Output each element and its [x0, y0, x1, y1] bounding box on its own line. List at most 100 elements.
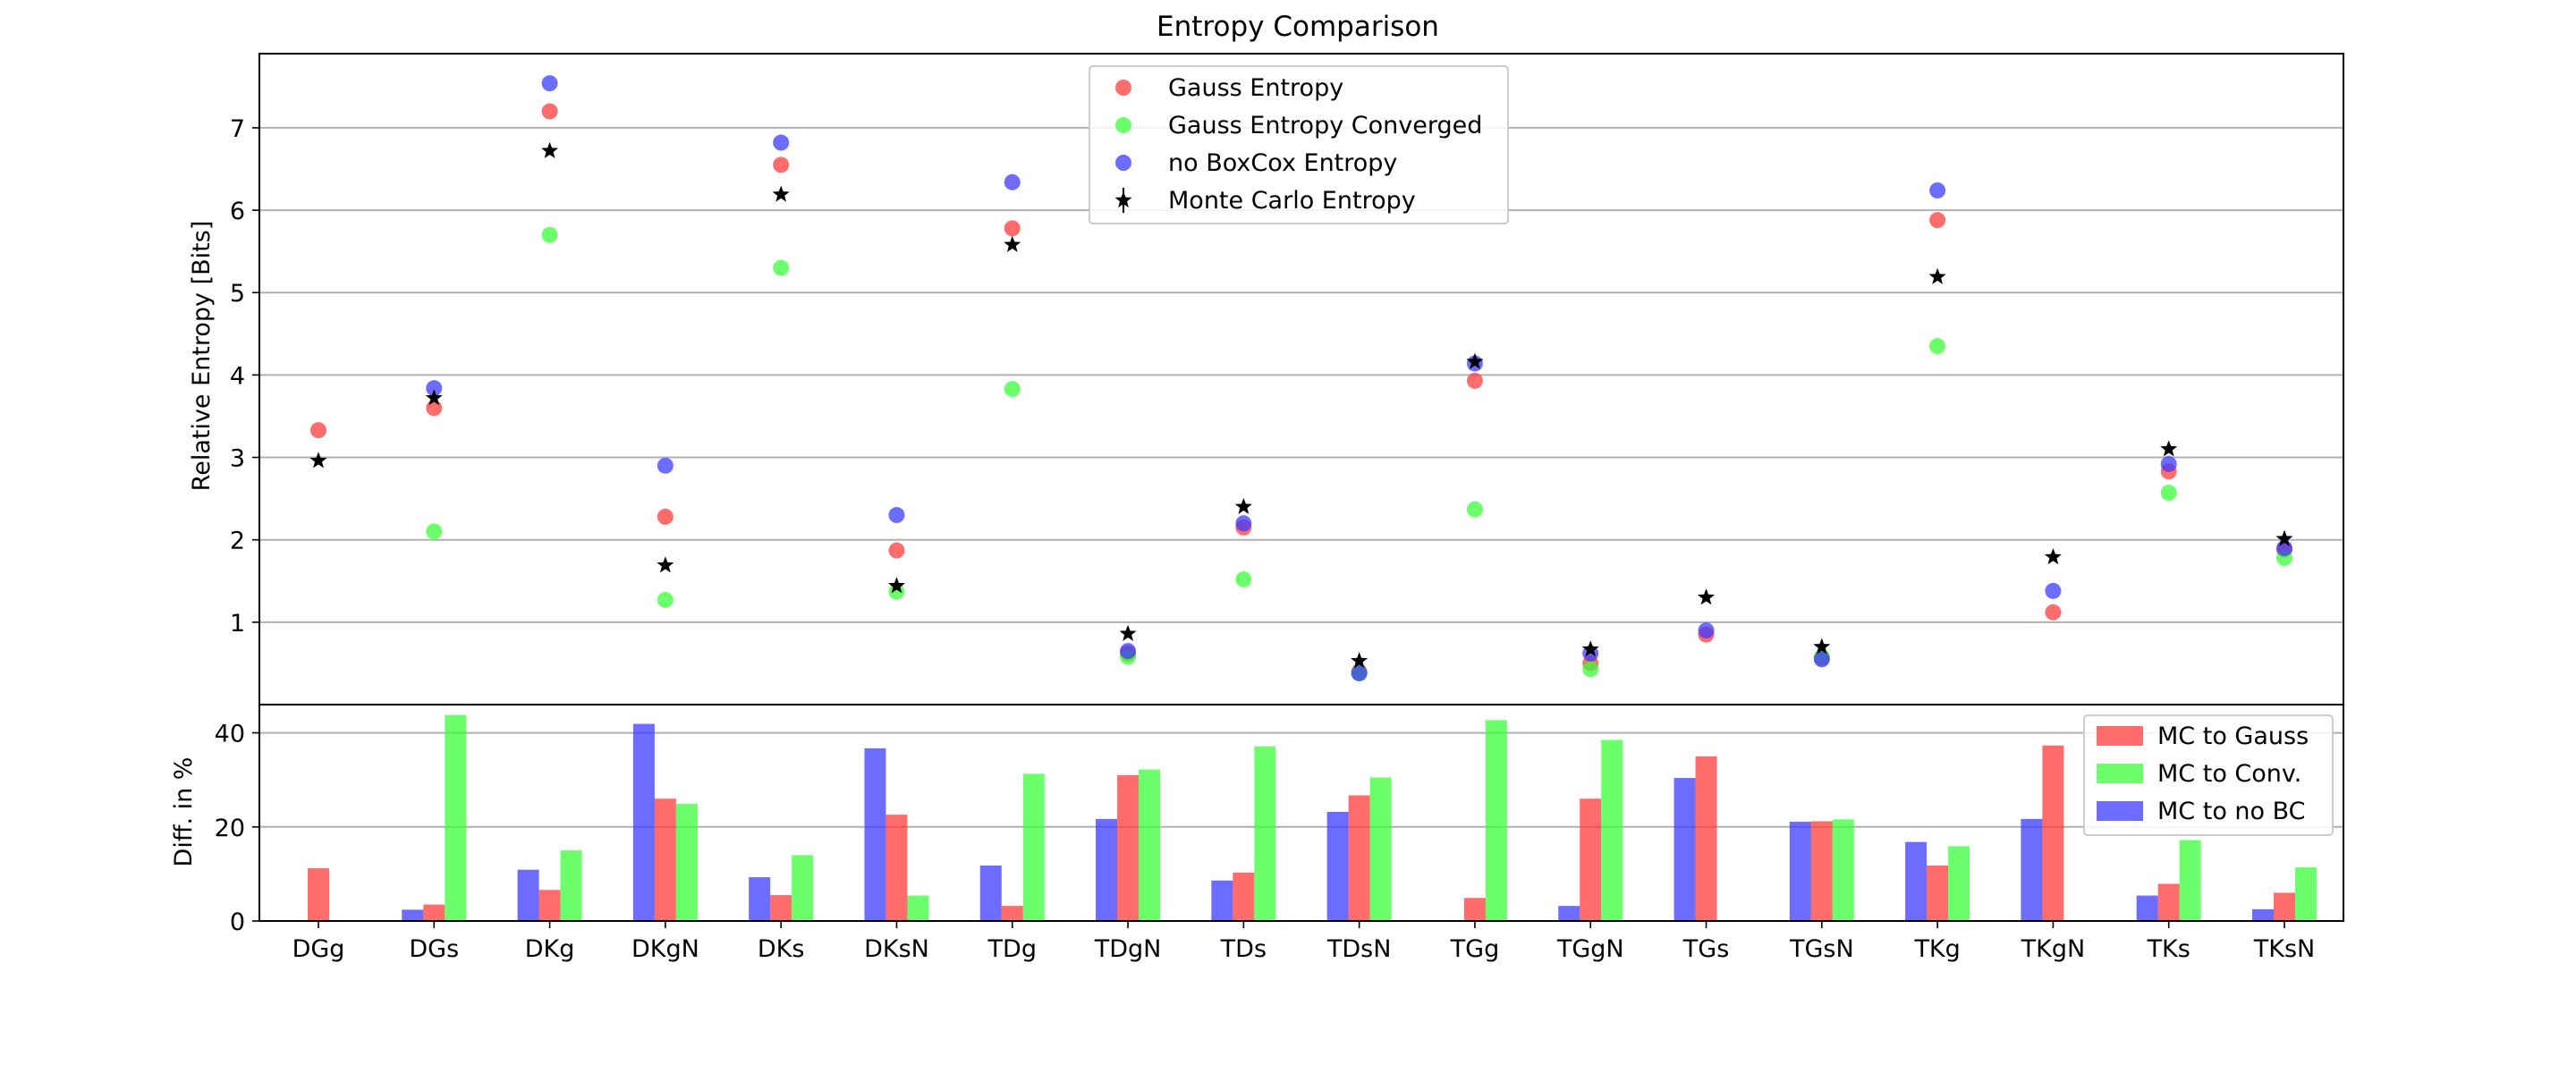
legend-label: MC to Conv.: [2157, 760, 2301, 788]
scatter-point: [2160, 485, 2177, 502]
diff-bar: [560, 850, 582, 921]
scatter-point: [888, 507, 905, 524]
scatter-point: [1813, 651, 1830, 668]
x-tick-label: DKsN: [864, 935, 929, 963]
scatter-point: [773, 156, 790, 173]
legend-label: Gauss Entropy Converged: [1168, 112, 1482, 139]
scatter-point: [1351, 664, 1368, 681]
diff-bar: [445, 714, 467, 921]
x-tick-label: TGgN: [1556, 935, 1624, 963]
diff-bar: [1348, 795, 1370, 921]
legend-label: MC to Gauss: [2157, 722, 2309, 750]
diff-bar: [907, 895, 929, 921]
diff-bar: [2179, 840, 2201, 921]
x-tick-label: TDg: [987, 935, 1037, 963]
monte-carlo-marker: [1466, 352, 1484, 369]
scatter-point: [310, 422, 326, 439]
diff-bar: [1558, 906, 1580, 921]
scatter-point: [1929, 338, 1946, 355]
scatter-point: [1004, 220, 1021, 237]
monte-carlo-marker: [1234, 497, 1252, 514]
legend-marker: [1115, 155, 1131, 171]
diff-bar: [632, 723, 655, 921]
scatter-point: [1698, 622, 1715, 639]
diff-bar: [2252, 908, 2274, 921]
x-tick-label: TGs: [1682, 935, 1729, 963]
top-y-tick-label: 7: [230, 115, 245, 143]
x-tick-label: DGs: [409, 935, 459, 963]
diff-bar: [864, 748, 886, 921]
legend-label: MC to no BC: [2157, 798, 2306, 825]
scatter-point: [2045, 604, 2062, 621]
monte-carlo-marker: [657, 556, 674, 573]
monte-carlo-marker: [772, 185, 790, 202]
legend-swatch: [2097, 726, 2143, 746]
diff-bar: [1001, 906, 1023, 921]
scatter-point: [773, 134, 790, 151]
monte-carlo-marker: [1119, 624, 1137, 641]
bottom-y-tick-label: 20: [215, 815, 245, 842]
x-tick-label: TKgN: [2021, 935, 2086, 963]
scatter-point: [541, 226, 558, 243]
monte-carlo-marker: [1004, 235, 1021, 252]
bottom-y-tick-label: 40: [215, 721, 245, 748]
monte-carlo-marker: [1813, 638, 1831, 655]
diff-bar: [886, 815, 908, 921]
diff-bar: [2021, 818, 2043, 921]
x-tick-label: TGg: [1450, 935, 1500, 963]
scatter-point: [1004, 381, 1021, 398]
scatter-point: [2045, 582, 2062, 599]
monte-carlo-marker: [309, 452, 327, 469]
diff-bar: [1927, 865, 1949, 921]
scatter-point: [657, 457, 674, 474]
monte-carlo-marker: [2160, 440, 2178, 457]
diff-bar: [517, 869, 539, 921]
diff-bar: [1832, 819, 1854, 921]
bottom-y-tick-label: 0: [230, 908, 245, 936]
x-tick-label: DGg: [292, 935, 345, 963]
scatter-point: [2160, 455, 2177, 472]
diff-bar: [1139, 769, 1161, 921]
monte-carlo-marker: [541, 141, 559, 158]
legend-marker: [1115, 117, 1131, 133]
legend-swatch: [2097, 801, 2143, 821]
diff-bar: [2042, 745, 2064, 921]
diff-bar: [1096, 818, 1118, 921]
scatter-point: [426, 523, 443, 540]
diff-bar: [1233, 872, 1255, 921]
x-tick-label: TDs: [1220, 935, 1267, 963]
scatter-point: [1929, 212, 1946, 229]
scatter-point: [426, 380, 443, 397]
legend-label: Monte Carlo Entropy: [1168, 187, 1416, 215]
legend-label: no BoxCox Entropy: [1168, 149, 1397, 177]
bottom-plot-frame: [258, 704, 2344, 922]
top-y-tick-label: 2: [230, 528, 245, 555]
diff-bar: [675, 804, 698, 921]
bottom-y-axis-label: Diff. in %: [170, 757, 198, 867]
diff-bar: [2157, 883, 2180, 921]
monte-carlo-marker: [425, 389, 443, 406]
scatter-point: [657, 591, 674, 608]
x-tick-label: TGsN: [1789, 935, 1854, 963]
scatter-point: [1120, 643, 1137, 660]
x-tick-label: DKs: [758, 935, 805, 963]
diff-bar: [1211, 880, 1233, 921]
monte-carlo-marker: [1928, 267, 1946, 284]
diff-bar: [1117, 774, 1140, 921]
top-y-tick-label: 1: [230, 610, 245, 638]
scatter-point: [1004, 173, 1021, 190]
diff-bar: [749, 877, 771, 921]
diff-bar: [538, 890, 561, 921]
diff-bar: [1580, 798, 1602, 921]
diff-bar: [1254, 746, 1276, 921]
diff-bar: [308, 868, 329, 921]
top-legend-box: [1089, 65, 1509, 224]
diff-bar: [402, 909, 424, 921]
scatter-point: [1582, 661, 1599, 678]
monte-carlo-marker: [1581, 640, 1599, 657]
legend-marker: [1115, 80, 1131, 96]
diff-bar: [1905, 841, 1928, 921]
scatter-point: [657, 508, 674, 525]
scatter-point: [541, 75, 558, 92]
